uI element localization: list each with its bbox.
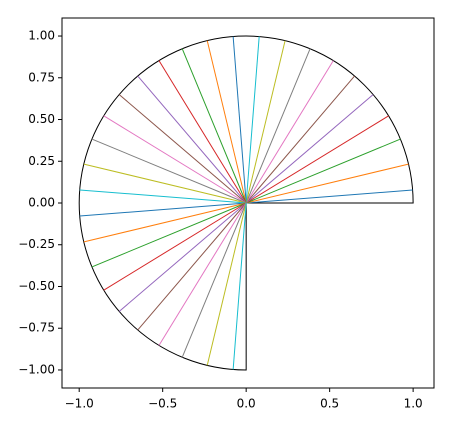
y-tick-label: 0.00 xyxy=(28,196,55,210)
x-tick-label: −1.0 xyxy=(65,397,94,411)
ray xyxy=(83,202,247,243)
ray xyxy=(181,202,247,358)
y-tick-label: −0.50 xyxy=(18,279,55,293)
ray xyxy=(232,202,247,370)
ray xyxy=(137,202,247,331)
y-tick-label: 0.75 xyxy=(28,70,55,84)
y-tick-label: −0.75 xyxy=(18,321,55,335)
y-tick-label: 0.50 xyxy=(28,112,55,126)
ray xyxy=(206,202,247,366)
ray xyxy=(91,138,247,204)
ray xyxy=(79,202,247,217)
ray xyxy=(245,60,334,204)
ray xyxy=(245,138,401,204)
ray xyxy=(206,40,247,204)
ray xyxy=(246,163,409,204)
y-tick-label: 1.00 xyxy=(28,29,55,43)
x-tick-label: 0.5 xyxy=(320,397,339,411)
y-tick-label: 0.25 xyxy=(28,154,55,168)
ray xyxy=(79,189,247,204)
ray xyxy=(245,36,260,204)
wedge xyxy=(78,35,414,371)
x-tick-label: −0.5 xyxy=(148,397,177,411)
ray xyxy=(246,189,413,204)
ray xyxy=(137,75,247,204)
ray xyxy=(245,75,355,204)
x-tick-label: 1.0 xyxy=(404,397,423,411)
ray xyxy=(118,202,247,312)
ray xyxy=(245,115,389,204)
ray xyxy=(158,60,247,204)
ray xyxy=(103,115,247,204)
ray xyxy=(103,202,247,291)
x-tick-label: 0.0 xyxy=(237,397,256,411)
ray xyxy=(245,48,311,204)
ray xyxy=(83,163,247,204)
ray xyxy=(232,36,247,204)
ray xyxy=(118,94,247,204)
ray xyxy=(158,202,247,346)
y-tick-label: −0.25 xyxy=(18,237,55,251)
ray xyxy=(181,48,247,204)
ray xyxy=(91,202,247,268)
ray xyxy=(245,40,286,204)
ray xyxy=(245,94,374,204)
y-tick-label: −1.00 xyxy=(18,362,55,376)
